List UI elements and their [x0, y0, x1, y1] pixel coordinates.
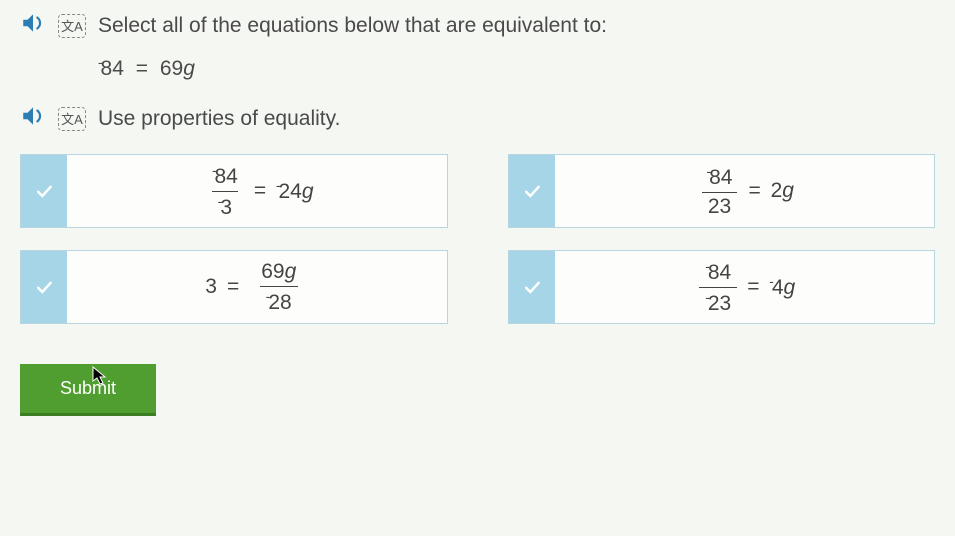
option-tile[interactable]: -84 -3 = -24g: [20, 154, 448, 228]
prompt-row-1: 文A Select all of the equations below tha…: [20, 10, 935, 41]
prompt-row-2: 文A Use properties of equality.: [20, 103, 935, 134]
check-tab: [509, 251, 555, 323]
option-equation: -84 23 = 2g: [555, 155, 935, 227]
option-equation: -84 -3 = -24g: [67, 155, 447, 227]
translate-icon[interactable]: 文A: [58, 14, 86, 38]
given-equation: -84 = 69g: [98, 55, 935, 81]
option-equation: 3 = 69g -28: [67, 251, 447, 323]
submit-label: Submit: [60, 378, 116, 398]
prompt-text-1: Select all of the equations below that a…: [98, 14, 607, 38]
option-tile[interactable]: -84 23 = 2g: [508, 154, 936, 228]
option-tile[interactable]: 3 = 69g -28: [20, 250, 448, 324]
speaker-icon[interactable]: [20, 103, 46, 134]
prompt-text-2: Use properties of equality.: [98, 107, 340, 131]
speaker-icon[interactable]: [20, 10, 46, 41]
options-grid: -84 -3 = -24g -84 23 = 2g: [20, 154, 935, 324]
submit-button[interactable]: Submit: [20, 364, 156, 416]
option-equation: -84 -23 = -4g: [555, 251, 935, 323]
check-tab: [21, 155, 67, 227]
translate-icon[interactable]: 文A: [58, 107, 86, 131]
option-tile[interactable]: -84 -23 = -4g: [508, 250, 936, 324]
check-tab: [509, 155, 555, 227]
check-tab: [21, 251, 67, 323]
